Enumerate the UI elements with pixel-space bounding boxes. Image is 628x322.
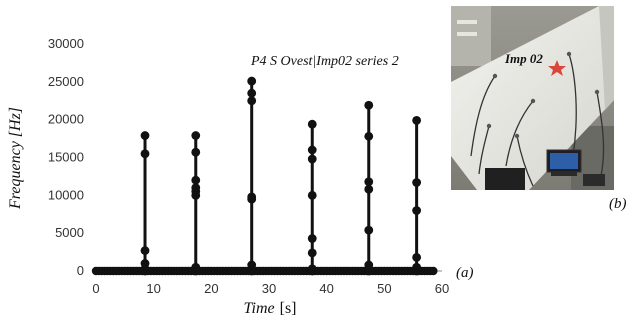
panel-label-b: (b)	[609, 196, 627, 212]
structure-photo-drawing: Imp 02	[451, 6, 614, 190]
event-data-point	[307, 234, 317, 243]
chart-annotation: P4 S Ovest|Imp02 series 2	[250, 54, 399, 69]
y-tick-label: 15000	[48, 150, 84, 165]
x-axis-title-name: Time	[243, 300, 274, 317]
event-data-point	[191, 262, 201, 272]
x-tick-label: 40	[319, 281, 333, 296]
event-data-point	[412, 206, 422, 215]
event-data-point	[307, 145, 317, 155]
x-tick-label: 0	[92, 281, 99, 296]
event-data-point	[140, 131, 150, 140]
event-data-point	[191, 183, 201, 193]
y-tick-label: 10000	[48, 187, 84, 202]
event-data-point	[247, 192, 257, 202]
event-data-point	[140, 246, 150, 255]
event-data-point	[364, 184, 374, 194]
event-data-point	[307, 190, 317, 200]
event-data-point	[191, 131, 201, 140]
x-tick-label: 30	[262, 281, 276, 296]
event-data-point	[307, 119, 317, 129]
event-data-point	[247, 260, 257, 270]
event-data-point	[364, 100, 374, 110]
y-tick-label: 0	[77, 263, 84, 278]
y-axis-title: Frequency [Hz]	[7, 107, 24, 210]
y-tick-label: 25000	[48, 74, 84, 89]
event-data-point	[191, 147, 201, 157]
event-data-point	[307, 248, 317, 258]
event-data-point	[412, 116, 422, 125]
event-data-point	[364, 260, 374, 270]
event-data-point	[140, 149, 150, 159]
photo-label: Imp 02	[504, 51, 543, 66]
event-data-point	[364, 225, 374, 235]
event-data-point	[412, 262, 422, 272]
event-data-point	[247, 88, 257, 98]
chart-axes: 0 10 20 30 40 50 60 0 5000 10000 15000 20000 25000 30…	[48, 36, 449, 296]
x-tick-label: 10	[146, 281, 160, 296]
event-data-point	[247, 76, 257, 86]
y-tick-label: 5000	[55, 225, 84, 240]
x-axis-title-unit: [s]	[280, 300, 297, 317]
baseline-point	[429, 266, 438, 276]
x-tick-label: 20	[204, 281, 218, 296]
data-points	[91, 76, 438, 276]
x-axis-title: Time [s]	[243, 300, 296, 317]
event-data-point	[364, 131, 374, 141]
x-tick-label: 60	[435, 281, 449, 296]
event-data-point	[412, 252, 422, 262]
event-stems	[96, 81, 434, 273]
event-data-point	[140, 259, 150, 268]
y-tick-label: 20000	[48, 112, 84, 127]
event-data-point	[247, 266, 257, 276]
event-data-point	[247, 96, 257, 106]
panel-label-a: (a)	[456, 265, 474, 281]
event-data-point	[191, 175, 201, 185]
structure-photo: Imp 02	[451, 6, 614, 190]
event-data-point	[364, 177, 374, 187]
event-data-point	[412, 178, 422, 187]
y-tick-label: 30000	[48, 36, 84, 51]
event-data-point	[307, 264, 317, 274]
x-tick-label: 50	[377, 281, 391, 296]
event-data-point	[307, 154, 317, 164]
